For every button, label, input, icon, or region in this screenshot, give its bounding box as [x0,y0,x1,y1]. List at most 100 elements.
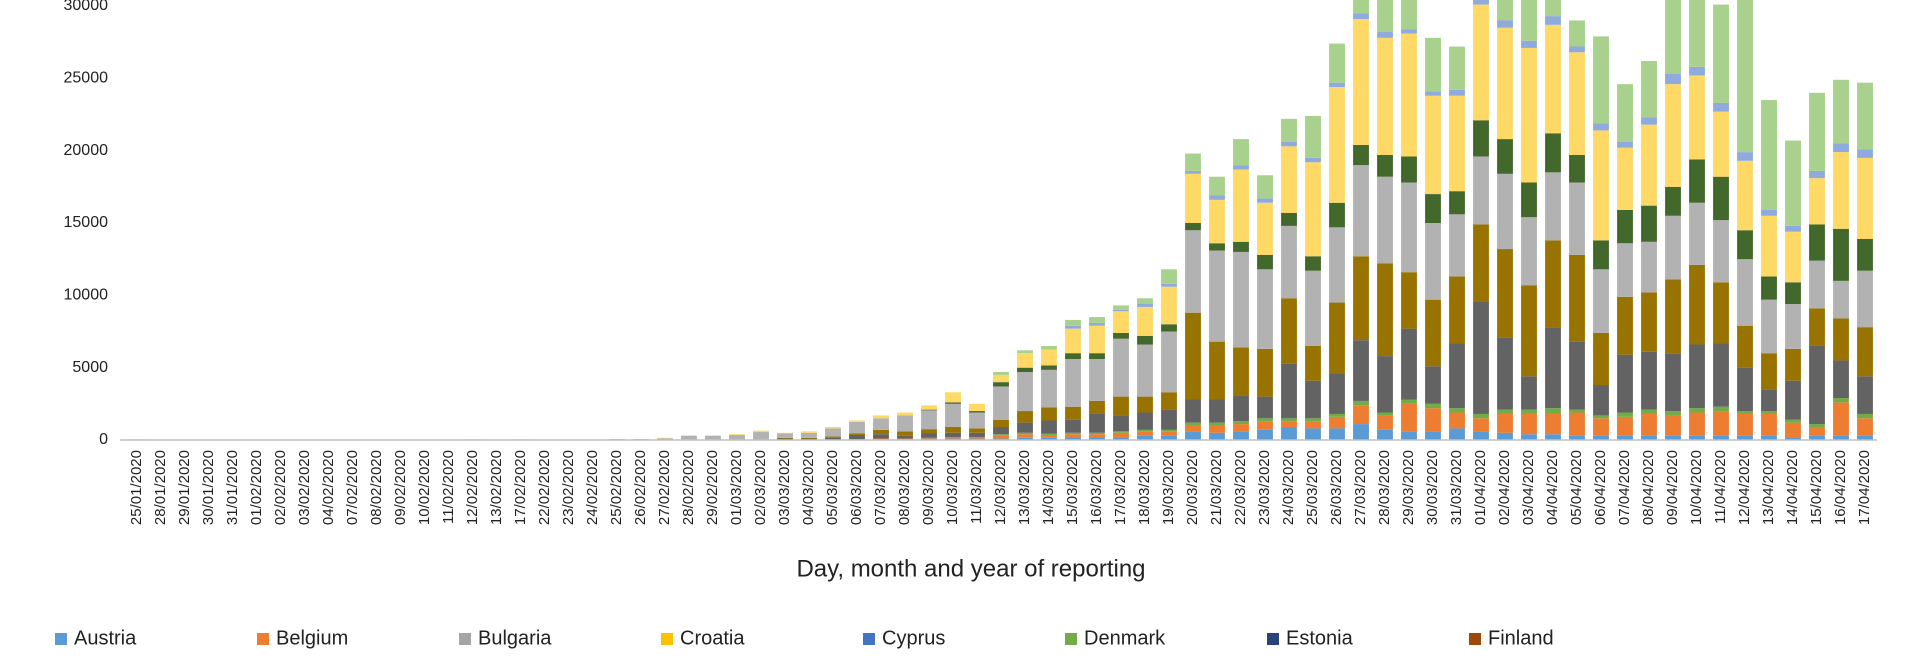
bar-segment [993,426,1009,435]
bar-segment [1161,286,1177,325]
x-tick-label: 17/04/2020 [1856,450,1873,525]
bar-segment [1761,276,1777,300]
bar-segment [1305,421,1321,429]
bar-segment [1857,327,1873,377]
x-tick-label: 25/02/2020 [608,450,625,525]
bar-segment [1593,240,1609,270]
bar-segment [897,435,913,439]
x-tick-label: 21/03/2020 [1208,450,1225,525]
bar-segment [1689,202,1705,265]
bar-segment [1137,344,1153,397]
legend-label: Bulgaria [478,627,552,649]
bar-segment [993,382,1009,387]
bar-segment [1497,249,1513,338]
bar-segment [873,438,889,440]
bar-segment [1185,153,1201,171]
x-tick-label: 27/02/2020 [656,450,673,525]
bar-segment [1473,156,1489,225]
bar-segment [1257,429,1273,440]
legend-swatch [55,633,67,645]
bar-segment [1761,215,1777,277]
bar-segment [1785,225,1801,232]
bar-segment [1185,170,1201,174]
bar-segment [1545,408,1561,414]
bar-segment [1785,419,1801,423]
bar-segment [1545,327,1561,409]
bar-segment [1593,418,1609,436]
x-tick-label: 02/03/2020 [752,450,769,525]
bar-segment [1449,412,1465,429]
bar-segment [1137,431,1153,436]
bar-segment [1569,435,1585,440]
bar-segment [1137,306,1153,336]
bar-segment [1833,402,1849,436]
bar-segment [897,412,913,416]
bar-segment [1041,420,1057,434]
bar-segment [1377,356,1393,413]
bar-segment [1425,223,1441,300]
bar-segment [1473,418,1489,432]
bar-segment [993,434,1009,436]
bar-segment [1017,437,1033,440]
bar-segment [1497,432,1513,440]
bar-segment [945,437,961,439]
bar-segment [1233,424,1249,432]
bar-segment [1065,325,1081,329]
bar-segment [1545,24,1561,134]
x-tick-label: 28/02/2020 [680,450,697,525]
bar-segment [1137,429,1153,432]
bar-segment [1377,37,1393,156]
bar-segment [945,426,961,433]
bar-segment [1425,37,1441,92]
bar-segment [1305,418,1321,422]
bar-segment [1473,301,1489,414]
x-tick-label: 17/03/2020 [1112,450,1129,525]
bar-segment [945,403,961,427]
bar-segment [1569,412,1585,436]
x-tick-label: 29/02/2020 [704,450,721,525]
bar-segment [921,433,937,438]
bar-segment [1617,243,1633,297]
bar-segment [993,435,1009,439]
x-tick-label: 03/02/2020 [296,450,313,525]
bar-segment [1521,409,1537,414]
legend-swatch [459,633,471,645]
x-tick-label: 10/04/2020 [1688,450,1705,525]
bar-segment [1281,418,1297,422]
x-tick-label: 05/03/2020 [824,450,841,525]
bar-segment [993,386,1009,420]
bar-segment [1137,396,1153,413]
bar-segment [1401,403,1417,432]
bar-segment [1761,411,1777,414]
bar-segment [1185,425,1201,432]
bar-segment [1593,385,1609,416]
bar-segment [1857,82,1873,150]
bar-segment [1089,317,1105,323]
x-tick-label: 12/02/2020 [464,450,481,525]
bar-segment [1425,194,1441,223]
legend-swatch [863,633,875,645]
bar-segment [1521,413,1537,435]
bar-segment [1809,92,1825,171]
bar-segment [1617,84,1633,142]
bar-segment [1545,16,1561,25]
x-tick-label: 25/01/2020 [128,450,145,525]
bar-segment [1617,141,1633,148]
bar-segment [1377,0,1393,33]
bar-segment [1449,95,1465,192]
bar-segment [1089,325,1105,354]
bar-segment [1689,435,1705,440]
bar-segment [1641,351,1657,410]
bar-segment [1401,272,1417,329]
bar-segment [1665,186,1681,216]
bar-segment [1041,434,1057,438]
bar-segment [849,420,865,422]
bar-segment [1833,143,1849,153]
bar-segment [1473,0,1489,5]
bar-segment [801,431,817,433]
bar-segment [1473,413,1489,419]
x-tick-label: 04/02/2020 [320,450,337,525]
bar-segment [1113,437,1129,440]
bar-segment [993,419,1009,427]
bar-segment [1089,400,1105,414]
